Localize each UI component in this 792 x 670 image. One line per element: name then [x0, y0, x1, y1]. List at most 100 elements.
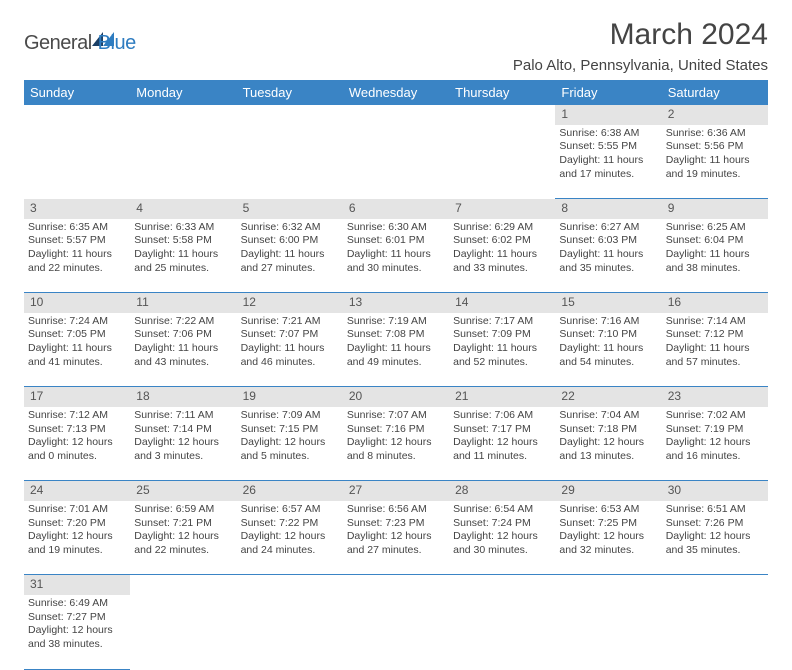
- location-text: Palo Alto, Pennsylvania, United States: [24, 57, 768, 74]
- weekday-header: Sunday: [24, 80, 130, 105]
- day-detail-cell: Sunrise: 7:04 AMSunset: 7:18 PMDaylight:…: [555, 407, 661, 481]
- day-number-row: 17181920212223: [24, 387, 768, 407]
- sunrise-line: Sunrise: 7:09 AM: [241, 409, 339, 423]
- sunset-line: Sunset: 6:03 PM: [559, 234, 657, 248]
- weekday-header: Friday: [555, 80, 661, 105]
- sunset-line: Sunset: 7:06 PM: [134, 328, 232, 342]
- day-detail-cell: Sunrise: 6:54 AMSunset: 7:24 PMDaylight:…: [449, 501, 555, 575]
- daylight-line2: and 30 minutes.: [347, 262, 445, 276]
- daylight-line1: Daylight: 11 hours: [347, 248, 445, 262]
- daylight-line1: Daylight: 11 hours: [28, 342, 126, 356]
- day-number-cell: 11: [130, 293, 236, 313]
- daylight-line1: Daylight: 12 hours: [347, 436, 445, 450]
- day-detail-cell: [130, 595, 236, 669]
- day-number-row: 24252627282930: [24, 481, 768, 501]
- sunset-line: Sunset: 5:58 PM: [134, 234, 232, 248]
- day-number-cell: 21: [449, 387, 555, 407]
- daylight-line2: and 41 minutes.: [28, 356, 126, 370]
- daylight-line2: and 49 minutes.: [347, 356, 445, 370]
- day-number-cell: 9: [662, 199, 768, 219]
- daylight-line1: Daylight: 11 hours: [134, 248, 232, 262]
- sunset-line: Sunset: 7:18 PM: [559, 423, 657, 437]
- daylight-line2: and 5 minutes.: [241, 450, 339, 464]
- daylight-line2: and 38 minutes.: [28, 638, 126, 652]
- day-detail-row: Sunrise: 6:49 AMSunset: 7:27 PMDaylight:…: [24, 595, 768, 669]
- day-number-cell: [237, 105, 343, 125]
- sunset-line: Sunset: 6:00 PM: [241, 234, 339, 248]
- day-detail-cell: [130, 125, 236, 199]
- daylight-line1: Daylight: 12 hours: [134, 436, 232, 450]
- day-number-cell: 6: [343, 199, 449, 219]
- sunrise-line: Sunrise: 7:12 AM: [28, 409, 126, 423]
- daylight-line2: and 43 minutes.: [134, 356, 232, 370]
- sunrise-line: Sunrise: 7:19 AM: [347, 315, 445, 329]
- day-detail-row: Sunrise: 6:35 AMSunset: 5:57 PMDaylight:…: [24, 219, 768, 293]
- daylight-line1: Daylight: 12 hours: [241, 436, 339, 450]
- day-detail-cell: Sunrise: 7:07 AMSunset: 7:16 PMDaylight:…: [343, 407, 449, 481]
- sunrise-line: Sunrise: 7:07 AM: [347, 409, 445, 423]
- day-number-cell: 25: [130, 481, 236, 501]
- day-number-cell: 4: [130, 199, 236, 219]
- day-detail-cell: Sunrise: 6:51 AMSunset: 7:26 PMDaylight:…: [662, 501, 768, 575]
- day-number-cell: 24: [24, 481, 130, 501]
- day-number-row: 31: [24, 575, 768, 595]
- day-detail-cell: Sunrise: 7:01 AMSunset: 7:20 PMDaylight:…: [24, 501, 130, 575]
- day-number-cell: 26: [237, 481, 343, 501]
- day-number-cell: 5: [237, 199, 343, 219]
- sunrise-line: Sunrise: 7:16 AM: [559, 315, 657, 329]
- day-number-cell: [343, 575, 449, 595]
- day-number-cell: [130, 105, 236, 125]
- day-detail-cell: Sunrise: 7:17 AMSunset: 7:09 PMDaylight:…: [449, 313, 555, 387]
- day-detail-cell: [343, 125, 449, 199]
- sunrise-line: Sunrise: 6:35 AM: [28, 221, 126, 235]
- sunrise-line: Sunrise: 7:22 AM: [134, 315, 232, 329]
- day-detail-cell: Sunrise: 7:09 AMSunset: 7:15 PMDaylight:…: [237, 407, 343, 481]
- day-detail-cell: Sunrise: 6:49 AMSunset: 7:27 PMDaylight:…: [24, 595, 130, 669]
- sunset-line: Sunset: 7:13 PM: [28, 423, 126, 437]
- daylight-line2: and 38 minutes.: [666, 262, 764, 276]
- daylight-line2: and 13 minutes.: [559, 450, 657, 464]
- daylight-line2: and 8 minutes.: [347, 450, 445, 464]
- day-detail-cell: [237, 595, 343, 669]
- sunset-line: Sunset: 7:17 PM: [453, 423, 551, 437]
- daylight-line2: and 27 minutes.: [347, 544, 445, 558]
- daylight-line1: Daylight: 11 hours: [666, 154, 764, 168]
- weekday-header-row: SundayMondayTuesdayWednesdayThursdayFrid…: [24, 80, 768, 105]
- sunrise-line: Sunrise: 6:53 AM: [559, 503, 657, 517]
- day-number-cell: 22: [555, 387, 661, 407]
- daylight-line1: Daylight: 12 hours: [28, 530, 126, 544]
- day-number-cell: [555, 575, 661, 595]
- day-number-cell: [343, 105, 449, 125]
- sunrise-line: Sunrise: 7:04 AM: [559, 409, 657, 423]
- daylight-line1: Daylight: 11 hours: [666, 342, 764, 356]
- sunrise-line: Sunrise: 7:06 AM: [453, 409, 551, 423]
- day-number-cell: 3: [24, 199, 130, 219]
- daylight-line2: and 52 minutes.: [453, 356, 551, 370]
- daylight-line1: Daylight: 11 hours: [666, 248, 764, 262]
- day-detail-cell: Sunrise: 6:30 AMSunset: 6:01 PMDaylight:…: [343, 219, 449, 293]
- sunset-line: Sunset: 6:01 PM: [347, 234, 445, 248]
- daylight-line1: Daylight: 11 hours: [241, 342, 339, 356]
- daylight-line2: and 17 minutes.: [559, 168, 657, 182]
- sunrise-line: Sunrise: 6:59 AM: [134, 503, 232, 517]
- daylight-line2: and 35 minutes.: [559, 262, 657, 276]
- header: General Blue March 2024: [24, 18, 768, 55]
- daylight-line2: and 0 minutes.: [28, 450, 126, 464]
- sunset-line: Sunset: 7:16 PM: [347, 423, 445, 437]
- daylight-line1: Daylight: 11 hours: [347, 342, 445, 356]
- daylight-line1: Daylight: 11 hours: [134, 342, 232, 356]
- day-number-cell: [449, 105, 555, 125]
- daylight-line1: Daylight: 11 hours: [241, 248, 339, 262]
- daylight-line2: and 25 minutes.: [134, 262, 232, 276]
- day-number-cell: [449, 575, 555, 595]
- sunrise-line: Sunrise: 6:25 AM: [666, 221, 764, 235]
- daylight-line1: Daylight: 12 hours: [134, 530, 232, 544]
- daylight-line1: Daylight: 11 hours: [559, 248, 657, 262]
- sunset-line: Sunset: 7:19 PM: [666, 423, 764, 437]
- sunset-line: Sunset: 7:21 PM: [134, 517, 232, 531]
- sunrise-line: Sunrise: 6:29 AM: [453, 221, 551, 235]
- sunrise-line: Sunrise: 7:02 AM: [666, 409, 764, 423]
- sunset-line: Sunset: 7:10 PM: [559, 328, 657, 342]
- sunrise-line: Sunrise: 7:21 AM: [241, 315, 339, 329]
- day-detail-row: Sunrise: 6:38 AMSunset: 5:55 PMDaylight:…: [24, 125, 768, 199]
